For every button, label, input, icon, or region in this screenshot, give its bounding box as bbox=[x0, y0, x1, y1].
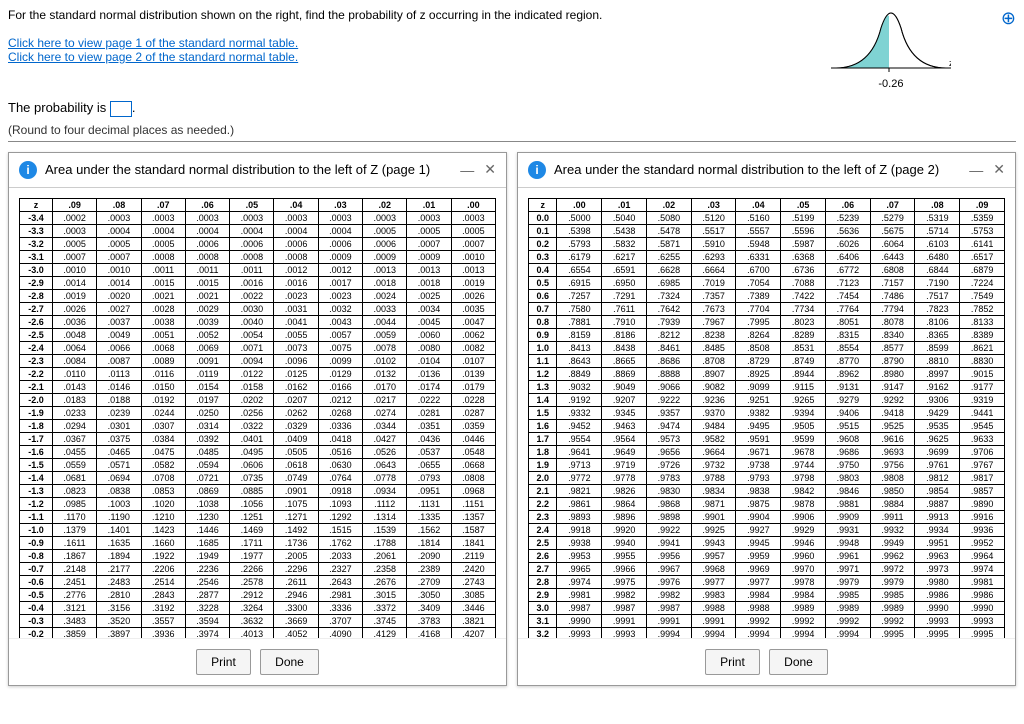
curve-mark-label: -0.26 bbox=[831, 78, 951, 90]
panel1-title: Area under the standard normal distribut… bbox=[45, 162, 450, 177]
info-icon: i bbox=[19, 161, 37, 179]
zoom-icon[interactable]: ⊕ bbox=[1001, 8, 1016, 29]
link-page1[interactable]: Click here to view page 1 of the standar… bbox=[8, 36, 298, 50]
question-text: For the standard normal distribution sho… bbox=[8, 8, 602, 22]
answer-input[interactable] bbox=[110, 101, 132, 117]
panel-page2: i Area under the standard normal distrib… bbox=[517, 152, 1016, 686]
svg-text:z: z bbox=[949, 58, 951, 68]
done-button[interactable]: Done bbox=[260, 649, 319, 675]
rounding-note: (Round to four decimal places as needed.… bbox=[8, 123, 1016, 137]
minimize-icon[interactable]: — bbox=[969, 162, 983, 178]
done-button[interactable]: Done bbox=[769, 649, 828, 675]
info-icon: i bbox=[528, 161, 546, 179]
print-button[interactable]: Print bbox=[705, 649, 760, 675]
normal-curve-figure: z -0.26 bbox=[831, 8, 951, 90]
close-icon[interactable]: ✕ bbox=[993, 161, 1005, 178]
panel2-title: Area under the standard normal distribut… bbox=[554, 162, 959, 177]
link-page2[interactable]: Click here to view page 2 of the standar… bbox=[8, 50, 298, 64]
probability-label: The probability is bbox=[8, 100, 110, 115]
z-table-1: z.09.08.07.06.05.04.03.02.01.00-3.4.0002… bbox=[19, 198, 496, 638]
close-icon[interactable]: ✕ bbox=[484, 161, 496, 178]
print-button[interactable]: Print bbox=[196, 649, 251, 675]
minimize-icon[interactable]: — bbox=[460, 162, 474, 178]
z-table-2: z.00.01.02.03.04.05.06.07.08.090.0.5000.… bbox=[528, 198, 1005, 638]
panel-page1: i Area under the standard normal distrib… bbox=[8, 152, 507, 686]
